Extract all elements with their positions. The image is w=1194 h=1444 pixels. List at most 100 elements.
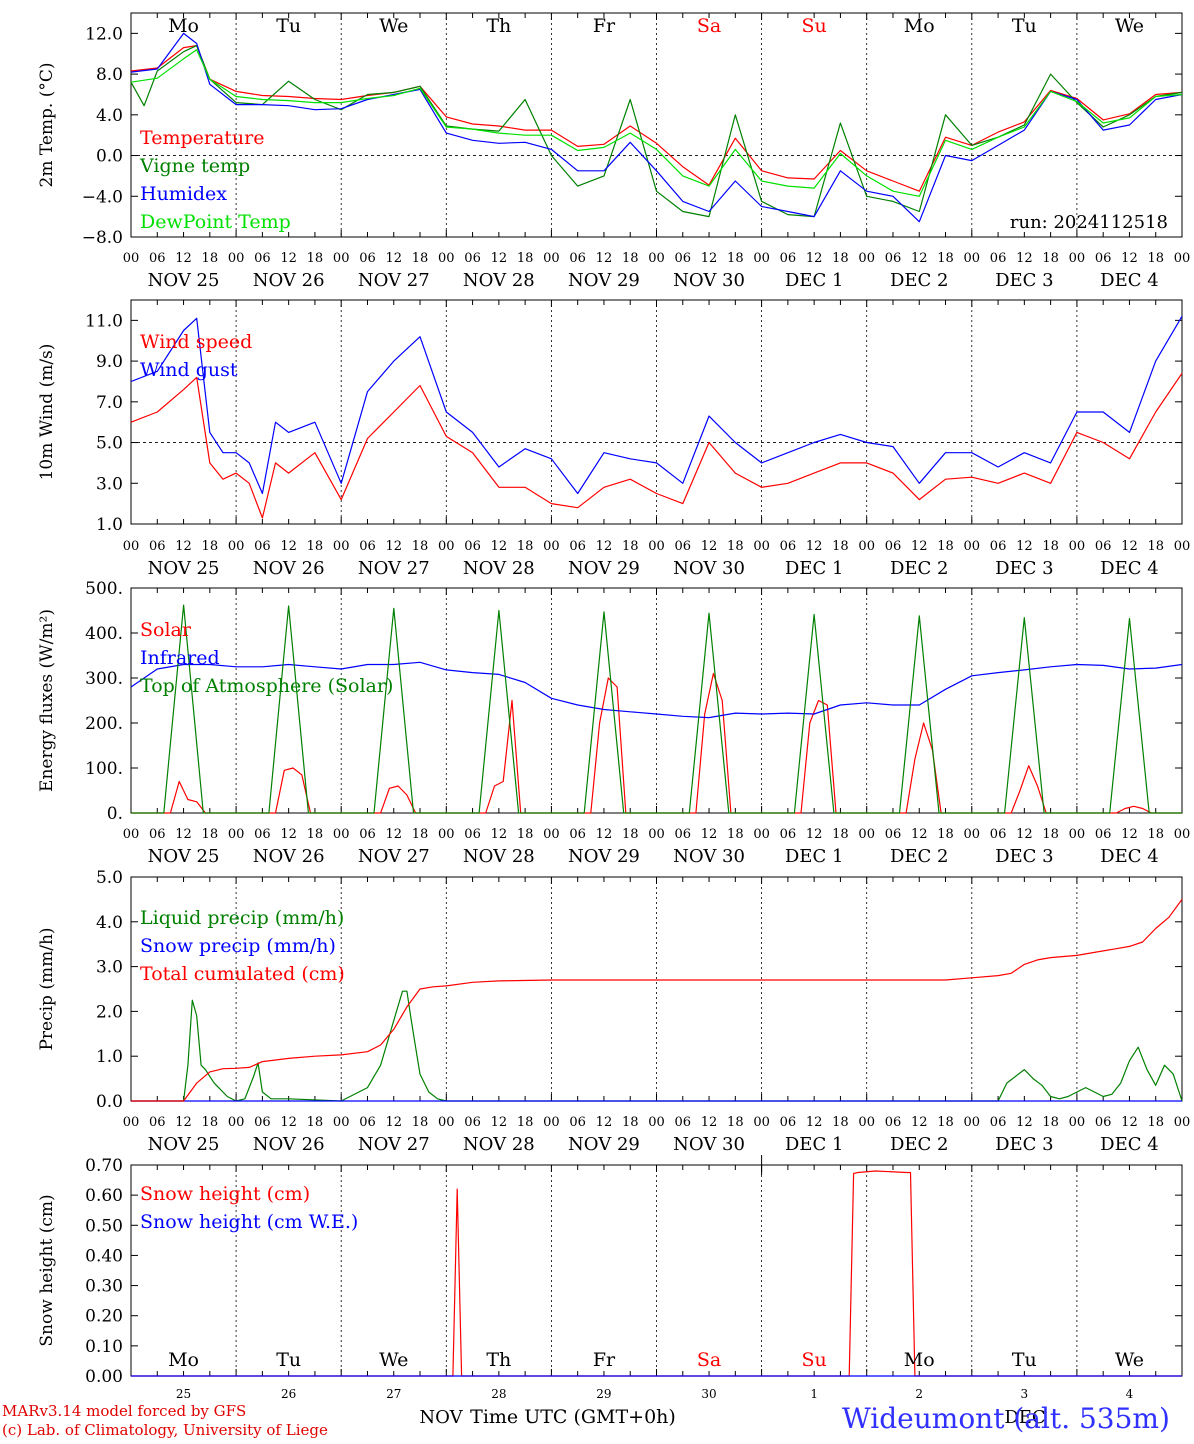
series-line-liquid-precip-mm-h [131, 990, 1183, 1102]
month-label-second: DEC [1004, 1407, 1045, 1428]
hour-tick-label: 00 [333, 1115, 350, 1130]
date-label: NOV 27 [358, 558, 430, 579]
hour-tick-label: 06 [1095, 251, 1112, 266]
hour-tick-label: 06 [780, 539, 797, 554]
hour-tick-label: 18 [517, 827, 534, 842]
y-tick-label: 100. [85, 759, 123, 779]
hour-tick-label: 12 [596, 539, 613, 554]
hour-tick-label: 06 [675, 827, 692, 842]
y-tick-label: 0.0 [96, 147, 123, 167]
y-tick-label: 2.0 [96, 1002, 123, 1022]
hour-tick-label: 18 [937, 827, 954, 842]
hour-tick-label: 06 [149, 251, 166, 266]
hour-tick-label: 00 [964, 251, 981, 266]
hour-tick-label: 12 [175, 539, 192, 554]
series-line-top-of-atmosphere-solar [131, 604, 1182, 814]
hour-tick-label: 06 [990, 539, 1007, 554]
day-number-label: 3 [1021, 1387, 1029, 1401]
hour-tick-label: 18 [1147, 1115, 1164, 1130]
date-label: NOV 29 [568, 1134, 640, 1155]
hour-tick-label: 06 [675, 251, 692, 266]
hour-tick-label: 06 [675, 539, 692, 554]
date-label: NOV 25 [148, 1134, 220, 1155]
y-tick-label: 5.0 [96, 434, 123, 454]
weekday-label: We [1115, 15, 1144, 37]
hour-tick-label: 18 [937, 539, 954, 554]
hour-tick-label: 00 [753, 827, 770, 842]
hour-tick-label: 12 [1016, 827, 1033, 842]
hour-tick-label: 00 [1174, 251, 1191, 266]
hour-tick-label: 06 [359, 1115, 376, 1130]
month-label-first: NOV [419, 1407, 463, 1428]
hour-tick-label: 06 [885, 1115, 902, 1130]
hour-tick-label: 18 [202, 251, 219, 266]
date-label: DEC 4 [1100, 270, 1159, 291]
hour-tick-label: 12 [280, 827, 297, 842]
hour-tick-label: 12 [385, 539, 402, 554]
hour-tick-label: 06 [254, 827, 271, 842]
panel-5: 0.70 0.60 0.50 0.40 0.30 0.20 0.10 0.00 Snow hei… [37, 1155, 1183, 1428]
hour-tick-label: 18 [622, 827, 639, 842]
hour-tick-label: 18 [202, 539, 219, 554]
hour-tick-label: 06 [990, 827, 1007, 842]
date-label: NOV 25 [148, 270, 220, 291]
hour-tick-label: 18 [937, 1115, 954, 1130]
legend-entry: Wind speed [140, 331, 252, 353]
hour-tick-label: 12 [911, 251, 928, 266]
panel-3: 500. 400. 300. 200. 100. 0. Energy fluxes (W/m… [37, 579, 1190, 867]
hour-tick-label: 12 [385, 1115, 402, 1130]
legend-entry: Humidex [140, 183, 227, 205]
hour-tick-label: 06 [464, 827, 481, 842]
hour-tick-label: 06 [149, 539, 166, 554]
hour-tick-label: 18 [832, 1115, 849, 1130]
legend-entry: Wind gust [140, 359, 238, 381]
hour-tick-label: 18 [832, 827, 849, 842]
hour-tick-label: 18 [937, 251, 954, 266]
hour-tick-label: 06 [569, 539, 586, 554]
site-title: Wideumont (alt. 535m) [842, 1402, 1170, 1435]
hour-tick-label: 18 [307, 251, 324, 266]
hour-tick-label: 12 [1121, 251, 1138, 266]
hour-tick-label: 06 [780, 827, 797, 842]
weekday-label: Tu [276, 15, 301, 37]
hour-tick-label: 12 [701, 827, 718, 842]
date-label: NOV 29 [568, 846, 640, 867]
hour-tick-label: 18 [202, 827, 219, 842]
hour-tick-label: 06 [569, 251, 586, 266]
hour-tick-label: 12 [280, 1115, 297, 1130]
date-label: NOV 25 [148, 846, 220, 867]
series-line-snow-height-cm [131, 1170, 1182, 1377]
hour-tick-label: 00 [858, 251, 875, 266]
date-label: DEC 3 [995, 558, 1054, 579]
series-line-humidex [130, 32, 1183, 223]
y-tick-label: 0.0 [96, 1092, 123, 1112]
date-label: DEC 4 [1100, 1134, 1159, 1155]
weekday-label: Th [486, 15, 511, 37]
hour-tick-label: 18 [412, 539, 429, 554]
weekday-label: Th [486, 1349, 511, 1371]
date-label: DEC 2 [890, 1134, 949, 1155]
hour-tick-label: 00 [123, 827, 140, 842]
hour-tick-label: 12 [596, 251, 613, 266]
hour-tick-label: 18 [622, 539, 639, 554]
date-label: NOV 30 [673, 270, 745, 291]
hour-tick-label: 00 [1069, 1115, 1086, 1130]
y-tick-label: 400. [85, 624, 123, 644]
hour-tick-label: 00 [964, 827, 981, 842]
date-label: NOV 28 [463, 270, 535, 291]
hour-tick-label: 12 [911, 1115, 928, 1130]
hour-tick-label: 00 [228, 827, 245, 842]
hour-tick-label: 12 [491, 1115, 508, 1130]
hour-tick-label: 06 [885, 827, 902, 842]
date-label: NOV 30 [673, 846, 745, 867]
hour-tick-label: 18 [307, 827, 324, 842]
hour-tick-label: 06 [359, 251, 376, 266]
hour-tick-label: 00 [753, 539, 770, 554]
day-number-label: 28 [491, 1387, 506, 1401]
weekday-label: Mo [904, 15, 935, 37]
hour-tick-label: 18 [832, 539, 849, 554]
date-label: NOV 29 [568, 558, 640, 579]
x-axis-title: Time UTC (GMT+0h) [470, 1406, 676, 1428]
hour-tick-label: 18 [1147, 539, 1164, 554]
